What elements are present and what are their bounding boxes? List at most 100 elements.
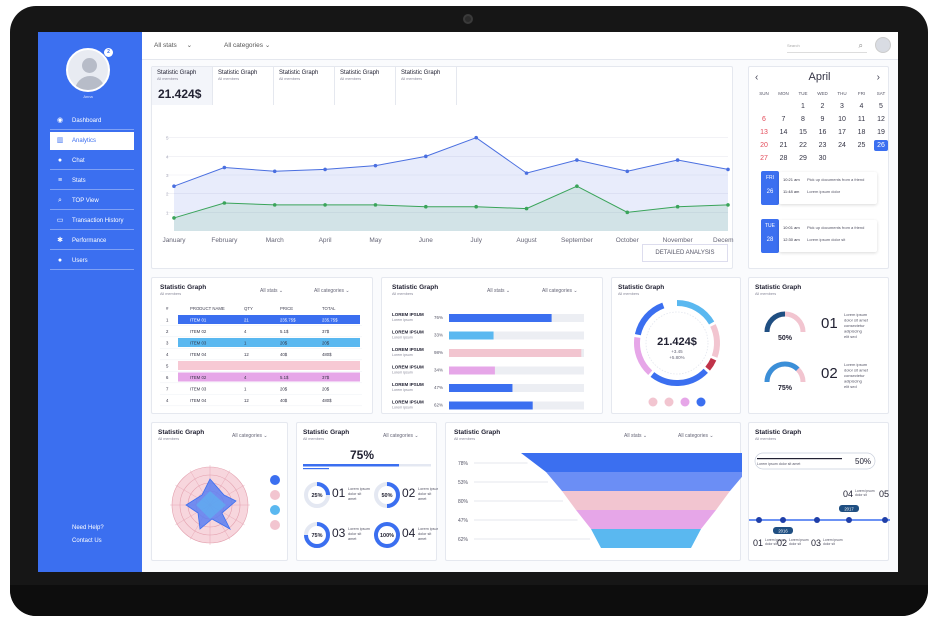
event-card[interactable]: 10:21 am Pick up documents from a friend 1…: [779, 172, 877, 204]
timeline-item-text: dolor sit: [789, 542, 801, 546]
tab-statistic-graph[interactable]: Statistic Graph All members: [335, 67, 396, 105]
timeline-point[interactable]: [756, 517, 762, 523]
series-line-1: [173, 137, 729, 187]
timeline-point[interactable]: [846, 517, 852, 523]
all-stats-select[interactable]: All stats ⌄: [154, 41, 192, 49]
calendar-day[interactable]: 14: [779, 129, 788, 136]
dashboard-icon: ◉: [56, 117, 64, 124]
series-area-2: [174, 186, 728, 231]
calendar-day[interactable]: 3: [840, 103, 844, 110]
donut-segment: [676, 300, 715, 325]
sidebar-item-label: Users: [72, 258, 88, 264]
categories-select[interactable]: All categories ⌄: [314, 288, 350, 294]
calendar-day[interactable]: 11: [857, 116, 866, 123]
ring-item-text: Lorem ipsum: [348, 487, 370, 491]
calendar-day[interactable]: 28: [779, 155, 788, 162]
calendar-day[interactable]: 4: [859, 103, 864, 110]
legend-dot[interactable]: [696, 397, 706, 407]
stats-select[interactable]: All stats ⌄: [487, 288, 511, 294]
stats-select[interactable]: All stats ⌄: [624, 433, 648, 439]
users-icon: ●: [57, 257, 63, 264]
sidebar-item-users[interactable]: ● Users: [50, 252, 134, 270]
next-month-icon[interactable]: ›: [876, 72, 880, 83]
search-icon[interactable]: ⌕: [858, 41, 863, 50]
search-input[interactable]: Search ⌕: [787, 39, 867, 53]
sidebar-item-performance[interactable]: ✱ Performance: [50, 232, 134, 250]
calendar-day[interactable]: 16: [818, 129, 827, 136]
card-subtitle: All members: [454, 437, 476, 441]
sidebar-item-transaction-history[interactable]: ▭ Transaction History: [50, 212, 134, 230]
event-date-badge[interactable]: TUE 28: [761, 219, 779, 253]
calendar-day[interactable]: 8: [801, 116, 805, 123]
calendar-day[interactable]: 18: [857, 129, 866, 136]
tab-statistic-graph[interactable]: Statistic Graph All members: [396, 67, 457, 105]
funnel-level: [521, 453, 742, 472]
calendar-day[interactable]: 19: [877, 129, 885, 136]
timeline-point[interactable]: [882, 517, 888, 523]
calendar-day[interactable]: 21: [779, 142, 788, 149]
all-categories-select[interactable]: All categories ⌄: [224, 41, 270, 49]
sidebar-item-label: Dashboard: [72, 118, 102, 124]
categories-select[interactable]: All categories ⌄: [678, 433, 714, 439]
calendar-day[interactable]: 7: [781, 116, 786, 123]
legend-dot[interactable]: [648, 397, 658, 407]
user-avatar[interactable]: [875, 37, 891, 53]
legend-dot[interactable]: [680, 397, 690, 407]
calendar-day[interactable]: 2: [820, 103, 825, 110]
sidebar-item-chat[interactable]: ● Chat: [50, 152, 134, 170]
calendar-day[interactable]: 26: [874, 140, 888, 151]
stats-select[interactable]: All stats ⌄: [260, 288, 284, 294]
calendar-day[interactable]: 30: [818, 155, 827, 162]
ring-value: 100%: [380, 533, 394, 539]
tab-statistic-graph[interactable]: Statistic Graph All members: [152, 67, 213, 105]
calendar-day[interactable]: 10: [838, 116, 846, 123]
contact-us-link[interactable]: Contact Us: [72, 538, 102, 544]
bar-label: LOREM IPSUM: [392, 312, 424, 317]
timeline-year: 2017: [844, 507, 854, 512]
categories-select[interactable]: All categories ⌄: [232, 433, 268, 439]
avatar[interactable]: [66, 48, 110, 92]
weekday-label: SUN: [759, 91, 769, 96]
calendar-day[interactable]: 5: [879, 103, 883, 110]
tab-statistic-graph[interactable]: Statistic Graph All members: [274, 67, 335, 105]
funnel-card: Statistic Graph All members All stats ⌄ …: [445, 422, 742, 561]
notification-badge[interactable]: 2: [104, 48, 113, 57]
event-date-badge[interactable]: FRI 26: [761, 171, 779, 205]
legend-dot[interactable]: [270, 475, 280, 485]
calendar-day[interactable]: 23: [818, 142, 827, 149]
detailed-analysis-button[interactable]: DETAILED ANALYSIS: [642, 244, 728, 262]
categories-select[interactable]: All categories ⌄: [383, 433, 419, 439]
need-help-link[interactable]: Need Help?: [72, 525, 104, 531]
calendar-day[interactable]: 27: [760, 155, 768, 162]
event-card[interactable]: 10:01 am Pick up documents from a friend 1…: [779, 220, 877, 252]
timeline-point[interactable]: [814, 517, 820, 523]
legend-dot[interactable]: [270, 520, 280, 530]
calendar-day[interactable]: 22: [799, 142, 807, 149]
calendar-day[interactable]: 9: [820, 116, 825, 123]
calendar-day[interactable]: 20: [760, 142, 768, 149]
timeline-year: 2016: [778, 529, 788, 534]
categories-select[interactable]: All categories ⌄: [542, 288, 578, 294]
legend-dot[interactable]: [270, 490, 280, 500]
calendar-day[interactable]: 24: [838, 142, 846, 149]
bar-value-label: 34%: [434, 368, 443, 373]
calendar-day[interactable]: 6: [762, 116, 766, 123]
calendar-day[interactable]: 12: [877, 116, 885, 123]
table-card: Statistic Graph All members All stats ⌄ …: [151, 277, 373, 414]
legend-dot[interactable]: [270, 505, 280, 515]
calendar-day[interactable]: 29: [799, 155, 807, 162]
legend-dot[interactable]: [664, 397, 674, 407]
tab-statistic-graph[interactable]: Statistic Graph All members: [213, 67, 274, 105]
sidebar-item-stats[interactable]: ≡ Stats: [50, 172, 134, 190]
sidebar-item-analytics[interactable]: ▥ Analytics: [50, 132, 134, 150]
calendar-day[interactable]: 13: [760, 129, 768, 136]
table-cell: ITEM 04: [190, 352, 207, 357]
sidebar-item-top-view[interactable]: ⌕ TOP View: [50, 192, 134, 210]
calendar-day[interactable]: 1: [801, 103, 805, 110]
calendar-day[interactable]: 17: [838, 129, 846, 136]
calendar-day[interactable]: 25: [857, 142, 866, 149]
timeline-point[interactable]: [780, 517, 786, 523]
prev-month-icon[interactable]: ‹: [755, 72, 759, 83]
calendar-day[interactable]: 15: [799, 129, 807, 136]
sidebar-item-dashboard[interactable]: ◉ Dashboard: [50, 112, 134, 130]
